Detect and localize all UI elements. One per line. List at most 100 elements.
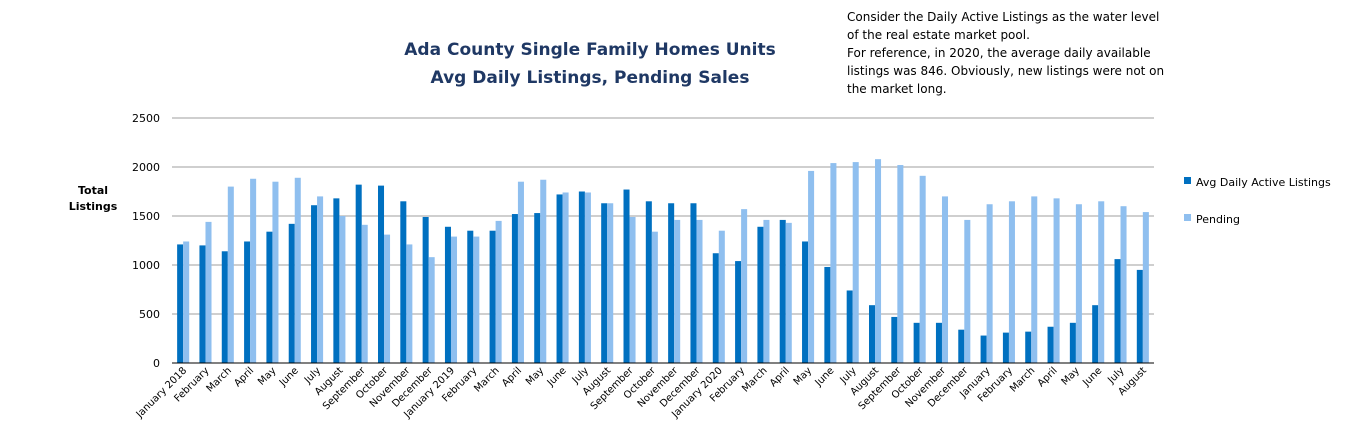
bar-pending: [919, 175, 926, 363]
bar-pending: [361, 224, 368, 363]
x-tick-label: May: [1060, 365, 1082, 387]
bar-active-listings: [266, 231, 273, 363]
bar-active-listings: [511, 214, 518, 363]
bar-active-listings: [400, 201, 407, 363]
y-tick-label: 2000: [132, 161, 160, 174]
bar-pending: [763, 219, 770, 363]
x-tick-label: May: [792, 365, 814, 387]
note-line: Consider the Daily Active Listings as th…: [847, 10, 1160, 24]
x-tick-label: March: [1008, 365, 1037, 394]
bar-active-listings: [668, 203, 675, 363]
bar-pending: [1120, 206, 1127, 363]
bar-active-listings: [244, 241, 251, 363]
bar-pending: [406, 244, 413, 363]
chart-title-line-2: Avg Daily Listings, Pending Sales: [431, 68, 750, 88]
x-tick-label: June: [545, 365, 569, 389]
bar-active-listings: [422, 216, 429, 363]
bar-active-listings: [1114, 259, 1121, 363]
bar-pending: [830, 163, 837, 363]
bar-active-listings: [869, 305, 876, 363]
bar-pending: [852, 162, 859, 363]
bar-active-listings: [355, 184, 362, 363]
note-line: the market long.: [847, 82, 947, 96]
bar-active-listings: [288, 223, 295, 363]
y-tick-label: 1500: [132, 210, 160, 223]
bar-pending: [294, 177, 301, 363]
bar-pending: [562, 192, 569, 363]
x-tick-label: April: [768, 365, 792, 389]
bar-active-listings: [645, 201, 652, 363]
bar-active-listings: [735, 261, 742, 363]
bar-active-listings: [980, 335, 987, 363]
bar-pending: [1053, 198, 1060, 363]
y-axis-ticks: 0 500 1000 1500 2000 2500: [132, 112, 160, 370]
bar-pending: [473, 236, 480, 363]
y-tick-label: 1000: [132, 259, 160, 272]
legend-swatch-pending: [1184, 214, 1191, 221]
chart-title-line-1: Ada County Single Family Homes Units: [404, 40, 775, 60]
note-line: listings was 846. Obviously, new listing…: [847, 64, 1165, 78]
annotation-note: Consider the Daily Active Listings as th…: [847, 8, 1177, 98]
bar-pending: [875, 159, 882, 363]
bar-pending: [584, 192, 591, 363]
bar-active-listings: [333, 198, 340, 363]
bar-pending: [339, 216, 346, 363]
bar-active-listings: [221, 251, 228, 363]
bar-pending: [1142, 212, 1149, 363]
x-tick-label: March: [205, 365, 234, 394]
bar-active-listings: [935, 322, 942, 363]
x-tick-label: May: [524, 365, 546, 387]
bar-pending: [696, 219, 703, 363]
bar-active-listings: [779, 219, 786, 363]
bar-pending: [428, 257, 435, 363]
bar-active-listings: [1025, 331, 1032, 363]
bar-pending: [785, 222, 792, 363]
bar-pending: [317, 196, 324, 363]
note-line: For reference, in 2020, the average dail…: [847, 46, 1151, 60]
bar-pending: [384, 234, 391, 363]
legend: Avg Daily Active Listings Pending: [1184, 176, 1331, 226]
bar-active-listings: [578, 191, 585, 363]
bar-pending: [540, 179, 547, 363]
bar-pending: [272, 181, 279, 363]
bar-active-listings: [1047, 326, 1054, 363]
bar-active-listings: [1069, 322, 1076, 363]
legend-swatch-active: [1184, 177, 1191, 184]
bar-active-listings: [556, 194, 563, 363]
x-tick-label: June: [277, 365, 301, 389]
bar-active-listings: [623, 189, 630, 363]
bar-active-listings: [199, 245, 206, 363]
x-tick-label: March: [472, 365, 501, 394]
bar-pending: [897, 165, 904, 363]
bar-pending: [741, 209, 748, 363]
bar-pending: [205, 221, 212, 363]
x-tick-label: April: [500, 365, 524, 389]
bar-pending: [183, 241, 190, 363]
y-axis-label-line-1: Total: [78, 184, 108, 197]
bar-active-listings: [601, 203, 608, 363]
bar-pending: [250, 178, 257, 363]
legend-label-pending: Pending: [1196, 213, 1240, 226]
bar-pending: [1098, 201, 1105, 363]
bar-active-listings: [1136, 269, 1143, 363]
legend-label-active: Avg Daily Active Listings: [1196, 176, 1331, 189]
bar-pending: [964, 219, 971, 363]
bar-active-listings: [489, 230, 496, 363]
bar-pending: [941, 196, 949, 363]
y-tick-label: 0: [153, 357, 160, 370]
x-tick-label: April: [232, 365, 256, 389]
bar-pending: [674, 219, 681, 363]
bar-active-listings: [913, 322, 920, 363]
bar-pending: [607, 203, 614, 363]
bar-pending: [1008, 201, 1015, 363]
bar-active-listings: [444, 226, 451, 363]
bar-pending: [450, 236, 458, 363]
x-tick-label: June: [813, 365, 837, 389]
bar-active-listings: [1002, 332, 1009, 363]
y-tick-label: 2500: [132, 112, 160, 125]
x-tick-label: April: [1036, 365, 1060, 389]
bar-pending: [495, 220, 502, 363]
bar-pending: [718, 230, 725, 363]
bar-active-listings: [690, 203, 697, 363]
bar-active-listings: [712, 253, 719, 363]
